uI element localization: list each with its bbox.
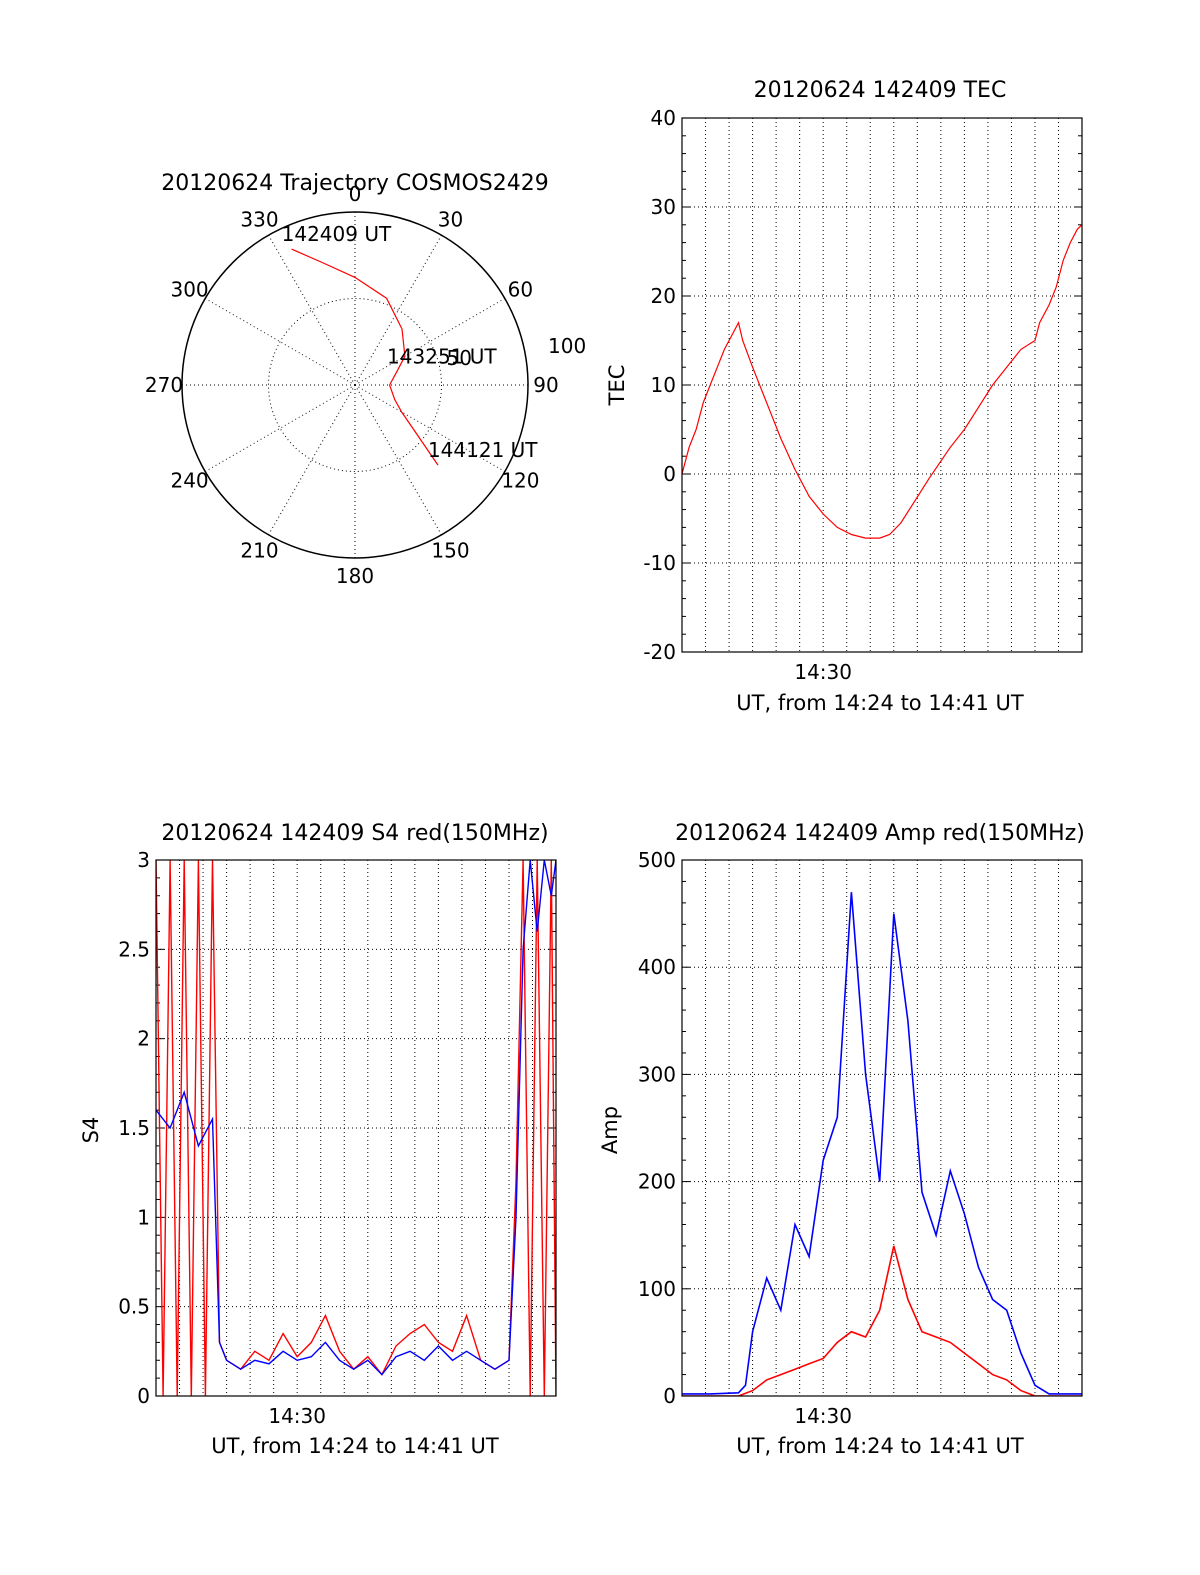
amp-panel: 20120624 142409 Amp red(150MHz) UT, from… bbox=[598, 821, 1085, 1458]
plot-frame bbox=[681, 117, 1083, 653]
polar-spoke bbox=[204, 384, 356, 472]
polar-grid bbox=[181, 211, 529, 559]
y-tick-label: 0 bbox=[663, 1384, 676, 1408]
series-line-1 bbox=[156, 860, 556, 1376]
polar-azimuth-label: 120 bbox=[501, 469, 539, 493]
polar-azimuth-labels: 0 30 60 90 120 150 180 210 240 270 300 330 50 100 bbox=[145, 182, 586, 588]
polar-spoke bbox=[354, 384, 442, 536]
amp-title: 20120624 142409 Amp red(150MHz) bbox=[675, 821, 1085, 846]
s4-title: 20120624 142409 S4 red(150MHz) bbox=[161, 821, 548, 846]
series-line-0 bbox=[156, 860, 556, 1396]
tec-panel: 20120624 142409 TEC UT, from 14:24 to 14… bbox=[605, 78, 1083, 715]
polar-azimuth-label: 240 bbox=[170, 469, 208, 493]
polar-spoke bbox=[268, 234, 356, 386]
x-tick-label: 14:30 bbox=[268, 1404, 326, 1428]
y-tick-label: 300 bbox=[638, 1062, 676, 1086]
polar-ring-50 bbox=[268, 298, 442, 472]
trajectory-polar-panel: 20120624 Trajectory COSMOS2429 0 30 60 90 12… bbox=[145, 171, 586, 588]
polar-azimuth-label: 180 bbox=[336, 564, 374, 588]
polar-azimuth-label: 270 bbox=[145, 373, 183, 397]
y-tick-label: 3 bbox=[137, 848, 150, 872]
x-tick-label: 14:30 bbox=[794, 660, 852, 684]
y-tick-label: 400 bbox=[638, 955, 676, 979]
polar-spoke bbox=[354, 234, 442, 386]
y-tick-label: 0 bbox=[137, 1384, 150, 1408]
s4-ylabel: S4 bbox=[79, 1117, 103, 1144]
tec-xlabel: UT, from 14:24 to 14:41 UT bbox=[736, 691, 1024, 715]
y-tick-label: 2.5 bbox=[118, 937, 150, 961]
polar-time-annotations: 142409 UT 143251 UT 144121 UT bbox=[282, 222, 539, 462]
polar-azimuth-label: 90 bbox=[533, 373, 558, 397]
y-tick-label: 200 bbox=[638, 1170, 676, 1194]
plot-frame bbox=[681, 859, 1083, 1397]
y-tick-label: 500 bbox=[638, 848, 676, 872]
polar-elevation-label: 100 bbox=[548, 334, 586, 358]
polar-azimuth-label: 30 bbox=[438, 208, 463, 232]
polar-trajectory-trace bbox=[291, 248, 439, 466]
y-tick-label: 10 bbox=[651, 373, 676, 397]
polar-azimuth-label: 330 bbox=[240, 208, 278, 232]
y-tick-label: 100 bbox=[638, 1277, 676, 1301]
polar-azimuth-label: 150 bbox=[431, 538, 469, 562]
tec-ylabel: TEC bbox=[605, 365, 629, 407]
series-line-1 bbox=[682, 1245, 1082, 1396]
amp-xlabel: UT, from 14:24 to 14:41 UT bbox=[736, 1434, 1024, 1458]
y-tick-label: -20 bbox=[643, 640, 676, 664]
y-tick-label: 40 bbox=[651, 106, 676, 130]
y-tick-label: 1 bbox=[137, 1205, 150, 1229]
polar-time-label: 142409 UT bbox=[282, 222, 392, 246]
series-line-0 bbox=[682, 224, 1082, 539]
polar-spoke bbox=[354, 384, 506, 472]
polar-elevation-label: 50 bbox=[447, 346, 472, 370]
polar-time-label: 143251 UT bbox=[387, 344, 497, 368]
polar-time-label: 144121 UT bbox=[428, 438, 538, 462]
series-line-0 bbox=[682, 892, 1082, 1395]
polar-azimuth-label: 60 bbox=[508, 278, 533, 302]
polar-trajectory-line bbox=[291, 248, 439, 466]
polar-spoke bbox=[204, 298, 356, 386]
polar-azimuth-label: 0 bbox=[349, 182, 362, 206]
amp-ylabel: Amp bbox=[598, 1106, 622, 1154]
x-tick-label: 14:30 bbox=[794, 1404, 852, 1428]
y-tick-label: 20 bbox=[651, 284, 676, 308]
tec-title: 20120624 142409 TEC bbox=[754, 78, 1007, 103]
polar-spoke bbox=[268, 384, 356, 536]
polar-title: 20120624 Trajectory COSMOS2429 bbox=[161, 171, 548, 196]
plot-frame bbox=[155, 859, 557, 1397]
s4-xlabel: UT, from 14:24 to 14:41 UT bbox=[211, 1434, 499, 1458]
polar-azimuth-label: 300 bbox=[170, 278, 208, 302]
polar-spoke bbox=[354, 298, 506, 386]
y-tick-label: 30 bbox=[651, 195, 676, 219]
y-tick-label: 1.5 bbox=[118, 1116, 150, 1140]
polar-azimuth-label: 210 bbox=[240, 538, 278, 562]
s4-panel: 20120624 142409 S4 red(150MHz) UT, from … bbox=[79, 821, 557, 1458]
y-tick-label: 2 bbox=[137, 1027, 150, 1051]
y-tick-label: 0 bbox=[663, 462, 676, 486]
y-tick-label: 0.5 bbox=[118, 1295, 150, 1319]
y-tick-label: -10 bbox=[643, 551, 676, 575]
